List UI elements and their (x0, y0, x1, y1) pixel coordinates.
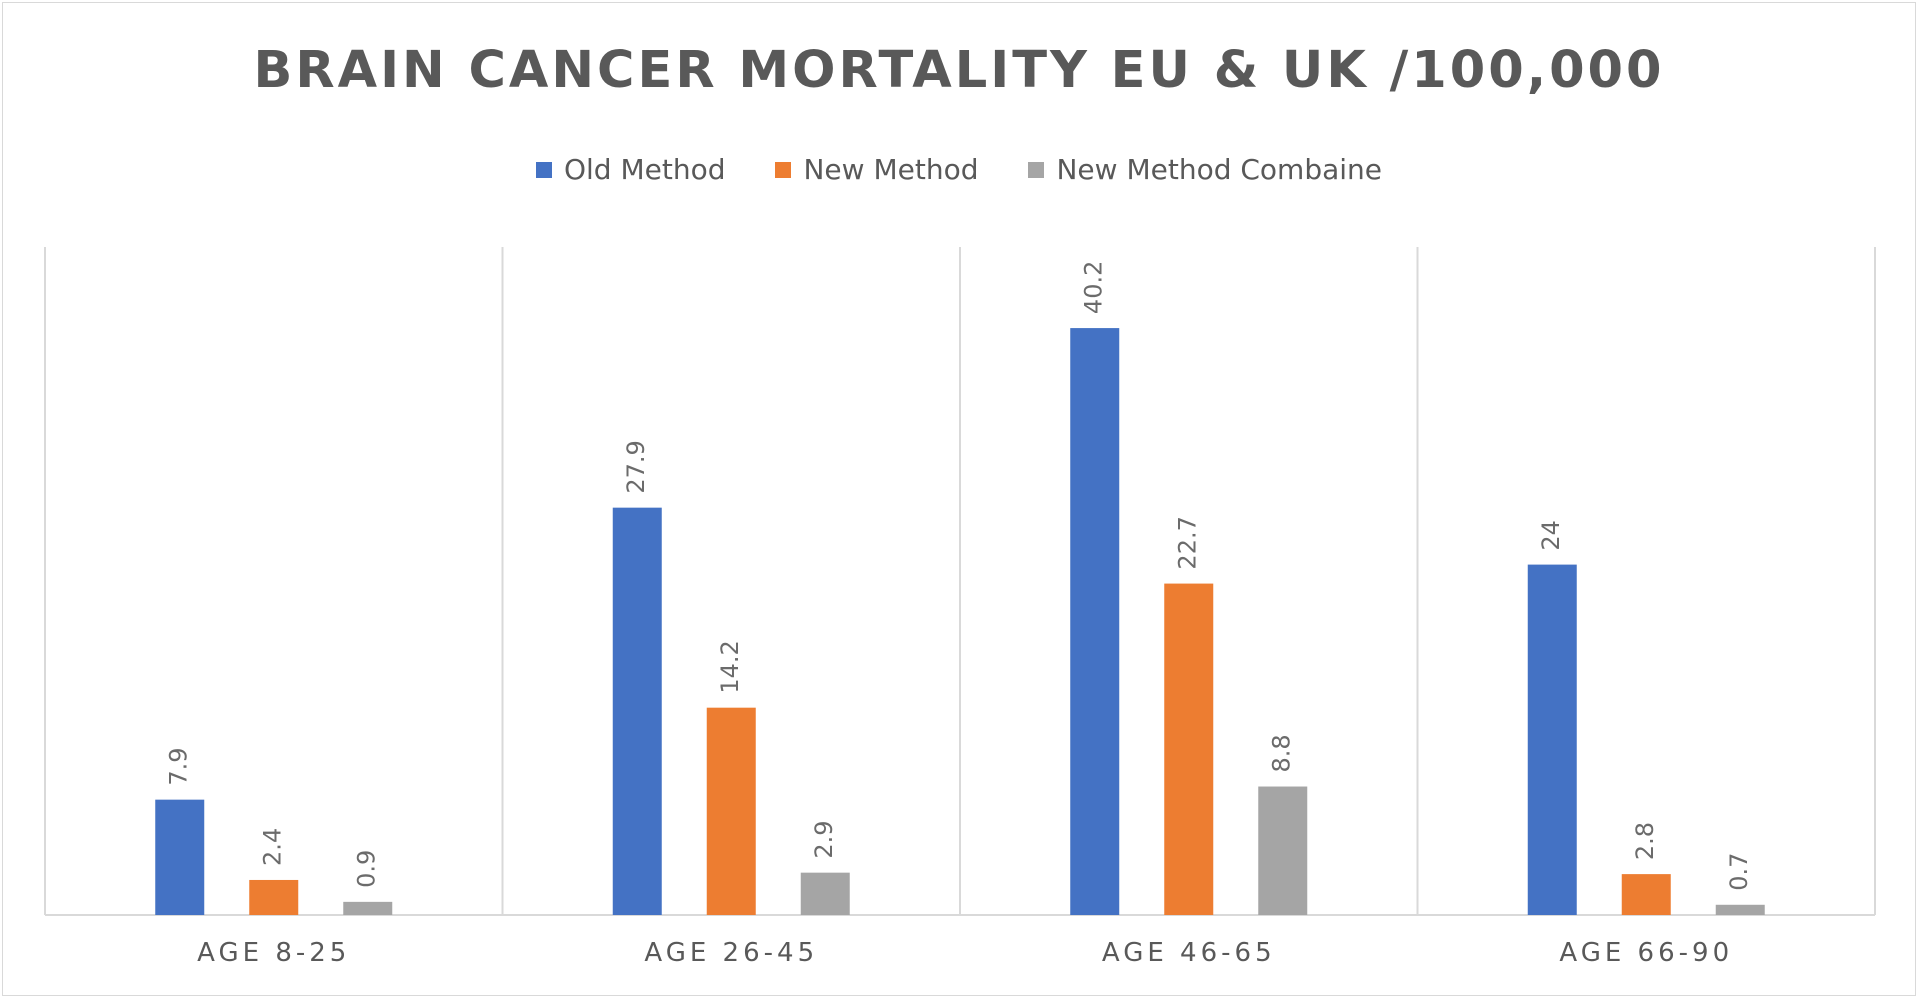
legend: Old Method New Method New Method Combain… (3, 153, 1915, 186)
bar-new-method-combaine (343, 901, 393, 915)
plot-area: 7.9 2.4 0.9 AGE 8-25 27.9 14.2 2.9 AGE 26-45 40.… (44, 247, 1876, 968)
data-label: 7.9 (165, 747, 193, 785)
category-label: AGE 26-45 (644, 938, 818, 968)
legend-item-new-method-combaine: New Method Combaine (1028, 153, 1382, 186)
data-label: 14.2 (716, 640, 744, 693)
category-label: AGE 8-25 (197, 938, 350, 968)
bar-new-method-combaine (800, 872, 850, 915)
legend-swatch-old-method (535, 161, 552, 178)
data-label: 2.9 (810, 820, 838, 858)
legend-label-new-method: New Method (803, 153, 979, 186)
legend-item-new-method: New Method (775, 153, 978, 186)
category-label: AGE 46-65 (1102, 938, 1276, 968)
bar-old-method (612, 507, 662, 915)
legend-label-old-method: Old Method (563, 153, 726, 186)
data-label: 8.8 (1268, 734, 1296, 772)
bar-new-method (1164, 583, 1214, 915)
bar-new-method (1621, 874, 1671, 915)
data-label: 0.7 (1725, 853, 1753, 891)
data-label: 2.8 (1631, 822, 1659, 860)
data-label: 27.9 (622, 440, 650, 493)
bar-new-method (706, 707, 756, 915)
bar-new-method-combaine (1258, 786, 1308, 915)
legend-label-new-method-combaine: New Method Combaine (1056, 153, 1383, 186)
bar-old-method (155, 799, 205, 915)
chart-title: BRAIN CANCER MORTALITY EU & UK /100,000 (253, 41, 1665, 100)
legend-swatch-new-method-combaine (1028, 161, 1045, 178)
bar-new-method (249, 879, 299, 915)
data-label: 22.7 (1174, 516, 1202, 569)
data-label: 40.2 (1080, 261, 1108, 314)
category-label: AGE 66-90 (1559, 938, 1733, 968)
data-label: 0.9 (353, 850, 381, 888)
legend-swatch-new-method (775, 161, 792, 178)
bar-old-method (1527, 564, 1577, 915)
data-label: 2.4 (259, 828, 287, 866)
bar-old-method (1070, 328, 1120, 916)
legend-item-old-method: Old Method (535, 153, 726, 186)
data-label: 24 (1537, 520, 1565, 551)
bar-new-method-combaine (1715, 904, 1765, 915)
